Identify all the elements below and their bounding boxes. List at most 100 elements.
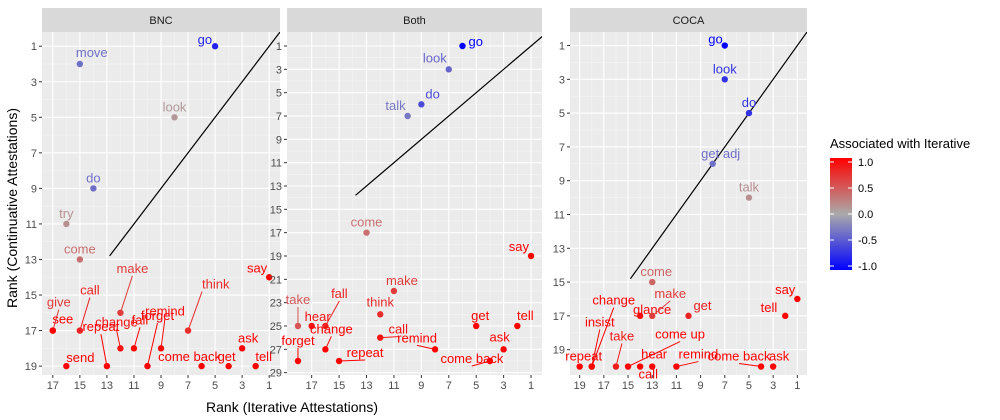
y-tick-label: 11 <box>26 219 37 231</box>
x-tick-label: 11 <box>128 380 139 392</box>
point-label: go <box>198 32 212 47</box>
legend-tick-label: 0.0 <box>858 209 873 221</box>
y-tick-label: 21 <box>270 274 282 286</box>
y-tick-label: 15 <box>270 204 282 216</box>
point-label: come up <box>655 327 705 342</box>
data-point <box>265 274 273 281</box>
panel-title: COCA <box>673 15 705 27</box>
data-point <box>171 114 178 121</box>
x-tick-label: 3 <box>770 380 776 392</box>
y-tick-label: 15 <box>553 277 565 289</box>
y-tick-label: 19 <box>25 361 37 373</box>
point-label: make <box>654 286 686 301</box>
data-point <box>709 160 716 167</box>
point-label: change <box>95 314 138 329</box>
data-point <box>576 363 583 370</box>
data-point <box>486 357 494 365</box>
point-label: talk <box>385 98 406 113</box>
point-label: give <box>47 295 71 310</box>
y-tick-label: 13 <box>270 181 282 193</box>
legend-ticks: 1.0 0.5 0.0 -0.5 -1.0 <box>830 157 877 273</box>
y-tick-label: 7 <box>31 148 37 160</box>
data-point <box>322 322 329 330</box>
point-label: forget <box>281 333 315 348</box>
y-tick-label: 17 <box>25 326 37 338</box>
label-leader-line <box>133 327 141 349</box>
y-axis-title: Rank (Continuative Attestations) <box>4 108 20 308</box>
point-label: change <box>310 321 353 336</box>
x-tick-label: 5 <box>473 380 479 392</box>
label-leader-line <box>160 318 166 349</box>
data-point <box>757 363 765 370</box>
data-point <box>377 311 384 318</box>
label-leader-line <box>187 291 203 331</box>
x-tick-label: 5 <box>212 380 218 392</box>
point-label: take <box>286 292 311 307</box>
point-label: hear <box>641 347 668 362</box>
data-point <box>685 312 692 320</box>
data-point <box>588 363 595 370</box>
y-tick-label: 11 <box>554 209 565 221</box>
point-label: tell <box>517 308 534 323</box>
point-label: call <box>80 283 100 298</box>
data-point <box>63 220 70 228</box>
point-label: think <box>202 277 230 292</box>
point-label: forget <box>141 308 175 323</box>
point-label: tell <box>761 300 778 315</box>
x-tick-label: 9 <box>698 380 704 392</box>
data-point <box>130 345 138 352</box>
y-tick-label: 1 <box>31 41 37 53</box>
x-tick-label: 11 <box>671 380 682 392</box>
x-tick-label: 17 <box>306 380 318 392</box>
legend-tick-label: 1.0 <box>858 157 873 169</box>
point-label: say <box>509 239 530 254</box>
point-label: look <box>163 99 187 114</box>
data-point <box>612 363 620 370</box>
y-tick-label: 3 <box>559 74 565 86</box>
data-point <box>636 363 644 370</box>
legend-color-bar <box>830 158 852 270</box>
data-point <box>308 322 315 330</box>
point-label: remind <box>397 330 437 345</box>
point-label: remind <box>679 347 719 362</box>
point-label: come back <box>158 349 221 364</box>
point-label: get adj <box>701 146 740 161</box>
point-label: insist <box>585 315 615 330</box>
point-label: come back <box>440 351 503 366</box>
point-label: do <box>86 170 100 185</box>
data-point <box>404 112 411 120</box>
x-tick-label: 1 <box>266 380 272 392</box>
label-leader-line <box>651 300 671 317</box>
data-point <box>76 327 84 334</box>
panel-strip <box>287 8 542 32</box>
point-label: get <box>471 308 489 323</box>
legend-tick-label: -1.0 <box>858 261 877 273</box>
data-point <box>76 256 84 263</box>
data-point <box>782 312 789 320</box>
data-point <box>144 362 151 370</box>
x-tick-label: 3 <box>501 380 507 392</box>
x-tick-label: 9 <box>418 380 424 392</box>
data-point <box>90 185 97 192</box>
point-label: remind <box>145 303 185 318</box>
x-tick-label: 19 <box>574 380 586 392</box>
y-tick-label: 17 <box>270 228 282 240</box>
x-tick-label: 15 <box>333 380 345 392</box>
data-point <box>624 363 632 370</box>
x-tick-label: 5 <box>746 380 752 392</box>
data-point <box>500 346 507 353</box>
point-label: tell <box>255 349 272 364</box>
data-point <box>514 322 521 330</box>
y-tick-label: 1 <box>559 41 565 53</box>
y-tick-label: 9 <box>31 183 37 195</box>
x-tick-label: 3 <box>239 380 245 392</box>
color-legend: Associated with Iterative 1.0 0.5 0.0 -0.5 -… <box>830 136 970 273</box>
point-label: come <box>640 264 672 279</box>
x-tick-label: 11 <box>388 380 399 392</box>
panel-title: Both <box>403 15 426 27</box>
label-leader-line <box>119 275 133 313</box>
data-point <box>211 43 219 50</box>
data-point <box>745 194 753 201</box>
